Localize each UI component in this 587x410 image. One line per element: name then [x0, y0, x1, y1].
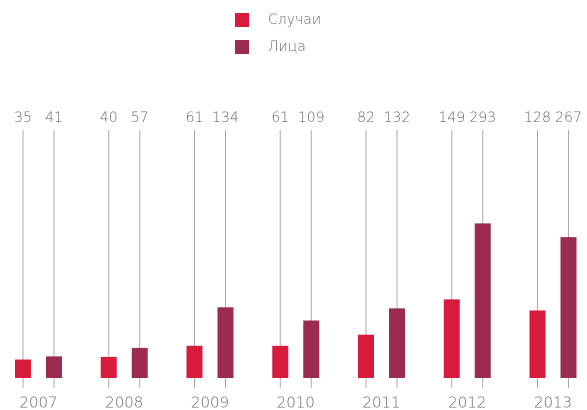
bar — [186, 345, 203, 378]
bar — [474, 223, 491, 378]
value-label: 61 — [186, 110, 204, 126]
x-tick-label: 2013 — [534, 394, 572, 410]
legend-label: Лица — [268, 39, 306, 55]
bar — [217, 307, 234, 378]
value-label: 149 — [438, 110, 465, 126]
legend-swatch — [235, 40, 249, 54]
bar — [46, 356, 62, 378]
value-label: 41 — [45, 110, 63, 126]
bar — [560, 237, 577, 378]
bar — [131, 347, 148, 378]
value-label: 267 — [555, 110, 582, 126]
value-label: 128 — [524, 110, 551, 126]
value-label: 293 — [469, 110, 496, 126]
bar — [15, 359, 31, 378]
value-label: 109 — [298, 110, 325, 126]
value-label: 132 — [384, 110, 411, 126]
x-tick-label: 2008 — [105, 394, 143, 410]
value-label: 82 — [357, 110, 375, 126]
x-tick-label: 2012 — [448, 394, 486, 410]
x-tick-label: 2011 — [362, 394, 400, 410]
value-label: 35 — [14, 110, 32, 126]
legend-swatch — [235, 13, 249, 27]
x-tick-label: 2007 — [19, 394, 57, 410]
bar — [389, 308, 405, 378]
bar — [272, 345, 289, 378]
bar — [443, 299, 460, 378]
x-tick-label: 2009 — [191, 394, 229, 410]
value-label: 40 — [100, 110, 118, 126]
value-label: 57 — [131, 110, 149, 126]
legend-label: Случаи — [268, 12, 321, 28]
x-tick-label: 2010 — [277, 394, 315, 410]
bar — [529, 310, 546, 378]
bar — [358, 334, 374, 378]
bar — [100, 356, 117, 378]
value-label: 134 — [212, 110, 239, 126]
value-label: 61 — [271, 110, 289, 126]
bar — [303, 320, 320, 378]
